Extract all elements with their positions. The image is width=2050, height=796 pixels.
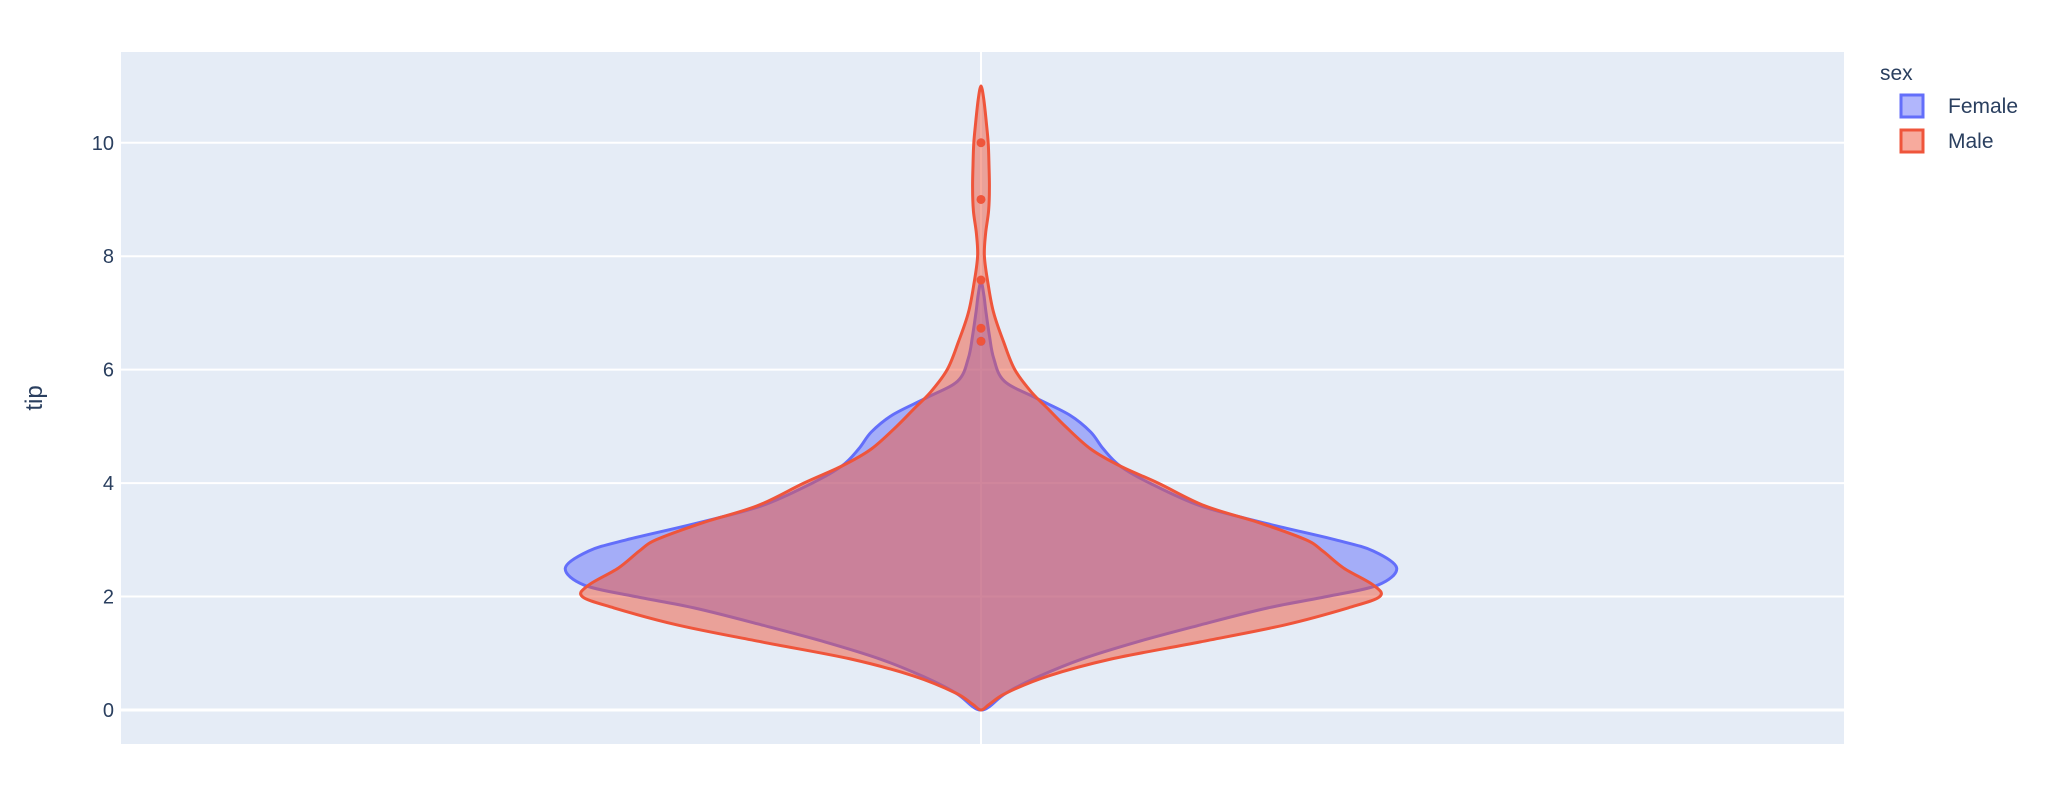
legend[interactable]: sex Female Male (1880, 62, 2018, 154)
legend-title: sex (1880, 62, 1913, 85)
y-tick-label: 10 (92, 133, 114, 155)
y-tick-label: 8 (103, 246, 114, 268)
outlier-point-male[interactable] (976, 336, 986, 346)
legend-item-male[interactable]: Male (1899, 128, 1994, 154)
outlier-point-male[interactable] (976, 194, 986, 204)
outlier-point-male[interactable] (976, 138, 986, 148)
violin-male[interactable] (579, 84, 1383, 712)
y-tick-labels: 0 2 4 6 8 10 (92, 133, 114, 722)
legend-item-female[interactable]: Female (1899, 93, 2018, 119)
y-tick-label: 6 (103, 360, 114, 382)
legend-label: Female (1948, 95, 2018, 118)
y-axis-title: tip (21, 385, 48, 410)
legend-swatch (1899, 93, 1925, 119)
y-tick-label: 0 (103, 700, 114, 722)
y-tick-label: 2 (103, 587, 114, 609)
legend-swatch (1899, 128, 1925, 154)
violin-layer (563, 84, 1399, 712)
y-tick-label: 4 (103, 473, 114, 495)
legend-items[interactable]: Female Male (1899, 93, 2018, 154)
outlier-point-male[interactable] (976, 275, 986, 285)
outlier-point-male[interactable] (976, 323, 986, 333)
legend-label: Male (1948, 130, 1994, 153)
